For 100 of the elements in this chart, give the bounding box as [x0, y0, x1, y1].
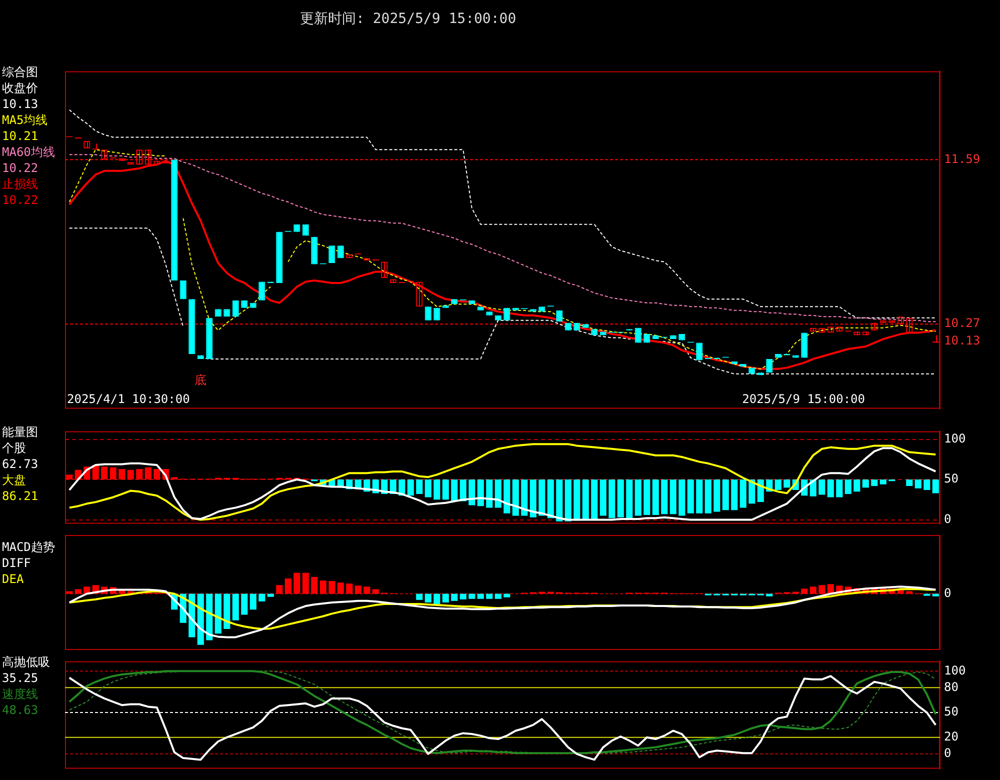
bar [591, 480, 598, 520]
y-tick-label: 100 [944, 431, 966, 446]
bar [276, 585, 283, 594]
bar [337, 582, 344, 594]
bar [818, 480, 826, 495]
bar [451, 480, 458, 502]
line-series [68, 109, 936, 318]
bar [144, 467, 152, 480]
bar [530, 480, 536, 518]
bar [241, 594, 248, 615]
bar [66, 591, 73, 594]
bar [678, 480, 686, 516]
bar [206, 594, 213, 640]
bar [757, 480, 764, 502]
bar [346, 584, 353, 594]
text: 10.21 [2, 128, 40, 144]
bar [214, 594, 222, 634]
bar [232, 594, 239, 620]
bar [932, 594, 939, 596]
bar [460, 594, 466, 600]
bar [608, 480, 616, 518]
bar [914, 480, 922, 488]
chart-title: MACD趋势 [2, 539, 55, 555]
bar [442, 594, 449, 602]
bar [127, 470, 134, 480]
bar [224, 594, 230, 630]
bar [110, 467, 116, 480]
bar [906, 591, 913, 594]
bar [818, 585, 826, 594]
chart-title: 综合图 [2, 64, 39, 80]
bar [364, 586, 370, 594]
bar [416, 480, 423, 494]
bar [424, 480, 432, 498]
bar [494, 594, 502, 599]
bar [626, 480, 633, 520]
bar [512, 480, 519, 516]
bar [538, 480, 546, 516]
bar [434, 594, 440, 604]
bar [494, 480, 502, 508]
text: 10.22 [2, 160, 40, 176]
bar [477, 480, 484, 506]
text: 48.63 [2, 702, 40, 718]
bar [801, 588, 808, 594]
text: 大盘 [2, 472, 27, 488]
chart-subtitle: 更新时间: 2025/5/9 15:00:00 [300, 10, 516, 28]
bar [582, 480, 589, 520]
bar [101, 466, 108, 480]
bar [696, 480, 703, 514]
bar [434, 480, 440, 500]
series-label: MA60均线 [2, 144, 55, 160]
y-tick-label: 20 [944, 729, 958, 744]
bar [687, 480, 694, 514]
bar [652, 480, 659, 515]
bar [704, 480, 712, 514]
bar [320, 580, 326, 594]
bar [407, 480, 414, 496]
bar [827, 480, 834, 498]
bar [574, 480, 580, 521]
bar [136, 469, 143, 480]
y-tick-label: 80 [944, 680, 958, 694]
bar [844, 480, 852, 494]
bar [372, 589, 379, 594]
bar [416, 594, 423, 600]
bar [92, 465, 99, 480]
bar [556, 480, 563, 522]
bar [258, 594, 266, 602]
bar [477, 594, 484, 599]
bar [302, 572, 309, 594]
text: 62.73 [2, 456, 38, 472]
bar [154, 469, 160, 480]
bar [66, 474, 73, 480]
bar [871, 480, 878, 486]
bar [442, 480, 449, 500]
y-tick-label: 10.27 [944, 316, 980, 330]
y-tick-label: 100 [944, 663, 966, 678]
text: 35.25 [2, 670, 40, 686]
bar [468, 594, 476, 599]
bar [451, 594, 458, 601]
y-tick-label: 50 [944, 704, 958, 719]
text: DEA [2, 571, 25, 587]
text: 86.21 [2, 488, 38, 504]
bar [504, 480, 510, 514]
text: MA5均线 [2, 112, 49, 128]
text: 止损线 [2, 176, 39, 192]
bar [932, 480, 939, 494]
bar [774, 480, 782, 490]
bar [600, 480, 606, 516]
bar [486, 480, 493, 508]
bar [424, 594, 432, 602]
annotation: 2025/5/9 15:00:00 [742, 392, 865, 406]
bar [731, 480, 738, 510]
chart-title: 能量图 [2, 424, 38, 440]
bar [880, 480, 886, 484]
bar [722, 480, 729, 510]
bar [644, 480, 650, 515]
bar [284, 578, 292, 594]
bar [670, 480, 676, 514]
bar [634, 480, 642, 516]
annotation: 2025/4/1 10:30:00 [67, 392, 190, 406]
bar [784, 480, 790, 488]
